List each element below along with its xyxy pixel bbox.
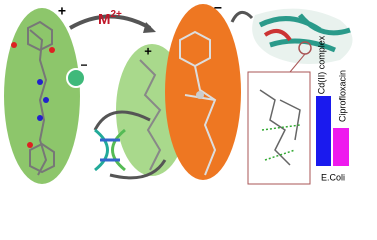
- metal-charge: 2+: [111, 9, 123, 20]
- category-label: E.Coli: [321, 172, 345, 182]
- metal-label: M2+: [98, 9, 122, 28]
- legend-label: Cd(II) complex: [316, 35, 326, 94]
- complex-molecule: [139, 59, 162, 171]
- charge: +: [144, 43, 152, 58]
- legend-label: Ciprofloxacin: [337, 70, 347, 122]
- arrow: [93, 110, 151, 131]
- metal: M: [98, 11, 111, 28]
- bar-ciprofloxacin: [333, 128, 349, 166]
- connector: [289, 53, 306, 73]
- arrow: [230, 10, 254, 23]
- charge: −: [80, 58, 87, 72]
- metal-atom: [196, 91, 204, 99]
- anion-circle: [66, 68, 86, 88]
- arrow: [69, 14, 151, 30]
- charge: +: [58, 3, 66, 19]
- dna: [94, 128, 126, 172]
- ligand-molecule: [27, 20, 55, 176]
- arrow-head: [143, 22, 156, 33]
- atoms: [11, 42, 55, 148]
- arrow: [109, 159, 167, 180]
- graphical-abstract: + − M2+ + − Cd(II) complex: [4, 0, 353, 185]
- protein: [252, 8, 353, 65]
- bar-cd-complex: [316, 96, 331, 166]
- charge: −: [214, 0, 222, 16]
- docking-pose: [259, 89, 301, 166]
